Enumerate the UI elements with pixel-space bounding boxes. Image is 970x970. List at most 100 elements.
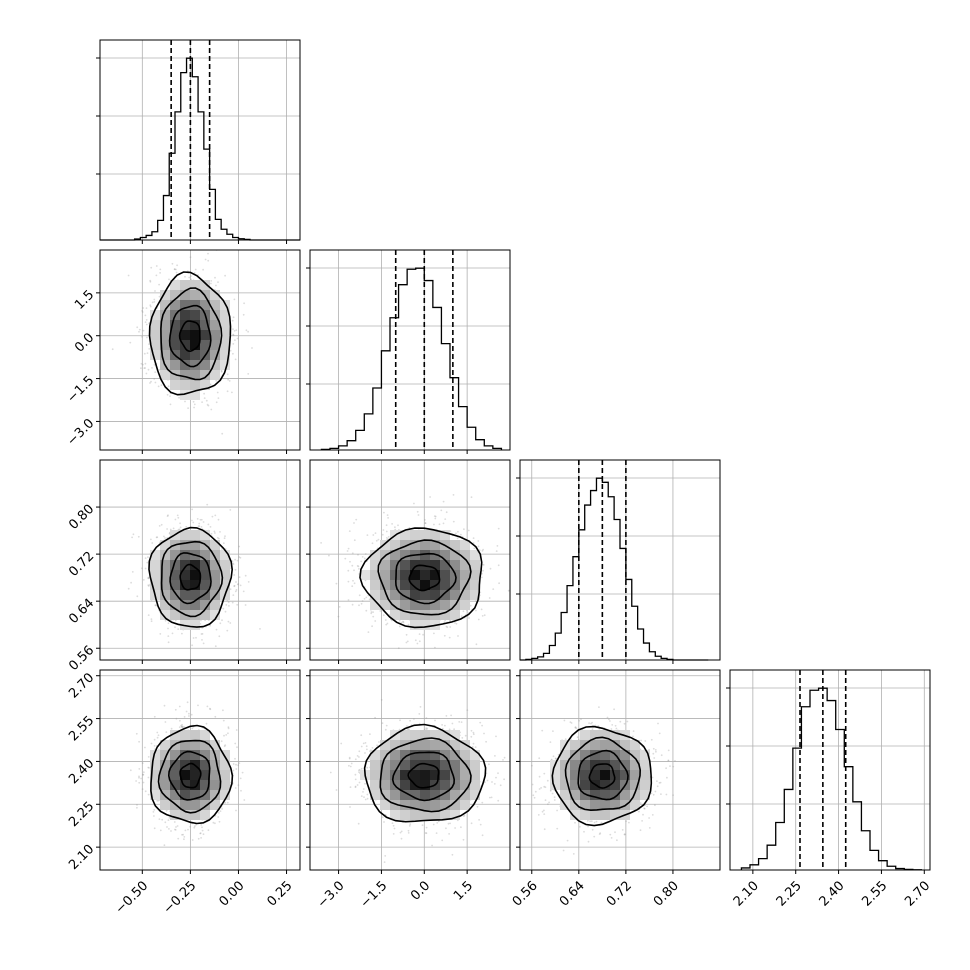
density-cell [600,760,610,770]
sample-point [159,268,162,271]
sample-point [195,823,197,826]
sample-point [151,301,154,304]
density-cell [170,730,180,740]
density-cell [190,610,200,620]
sample-point [466,709,469,711]
sample-point [200,633,203,635]
density-cell [380,800,390,810]
density-cell [420,620,430,630]
sample-point [435,832,438,834]
sample-point [145,319,148,321]
density-cell [190,600,200,610]
density-cell [190,800,200,810]
density-cell [420,560,430,570]
sample-point [166,515,169,517]
density-cell [380,600,390,610]
density-cell [370,760,380,770]
sample-point [549,790,552,792]
sample-point [184,400,186,403]
density-cell [170,550,180,560]
sample-point [451,853,454,856]
sample-point [379,610,382,612]
density-cell [470,770,480,780]
density-cell [470,560,480,570]
density-cell [400,530,410,540]
sample-point [224,801,227,804]
sample-point [197,525,200,527]
density-cell [180,360,190,370]
sample-point [387,517,389,519]
density-cell [580,770,590,780]
y-tick-label-p2-3: 0.80 [66,502,97,533]
scatter-panel-p1-p3 [306,669,511,874]
sample-point [641,820,643,822]
sample-point [360,795,363,797]
sample-point [564,738,567,740]
sample-point [370,611,373,613]
sample-point [643,807,646,810]
sample-point [660,754,663,757]
sample-point [234,339,236,341]
sample-point [593,821,596,824]
sample-point [147,368,150,371]
density-cell [180,380,190,390]
sample-point [218,635,221,638]
density-cell [440,730,450,740]
density-cell [170,340,180,350]
density-cell [190,810,200,820]
density-cell [220,550,230,560]
sample-point [147,756,150,758]
sample-point [563,719,566,722]
sample-point [364,752,366,754]
sample-point [236,603,239,606]
sample-point [174,828,176,831]
sample-point [240,789,242,792]
sample-point [657,722,659,725]
sample-point [227,601,230,604]
x-tick-label-p3-1: 2.25 [774,878,805,909]
sample-point [178,396,181,399]
panel-content [520,670,720,870]
sample-point [181,726,184,729]
density-cell [160,300,170,310]
density-cell [160,610,170,620]
sample-point [452,494,455,496]
density-cell [170,590,180,600]
sample-point [232,763,235,765]
sample-point [153,738,156,741]
sample-point [470,822,473,825]
sample-point [543,828,546,831]
density-cell [220,780,230,790]
sample-point [470,735,473,738]
sample-point [361,600,364,602]
sample-point [351,603,354,606]
sample-point [460,533,462,536]
sample-point [236,337,239,340]
contour-1 [167,750,211,801]
sample-point [408,825,411,827]
contour-0 [407,762,440,789]
density-cell [180,770,190,780]
density-cell [150,330,160,340]
scatter-panel-p0-p3: 2.10 2.25 2.40 2.55 2.70 [66,669,301,874]
density-cell [180,600,190,610]
sample-point [218,820,221,823]
sample-point [217,281,219,283]
sample-point [496,545,499,547]
sample-point [425,826,428,829]
sample-point [144,567,147,570]
sample-point [655,750,657,753]
density-cell [180,310,190,320]
density-cell [460,750,470,760]
density-cell [210,770,220,780]
sample-point [446,626,449,629]
density-cell [220,750,230,760]
density-cell [430,570,440,580]
density-cell [210,580,220,590]
density-cell [590,770,600,780]
density-cell [410,790,420,800]
sample-point [201,829,204,832]
sample-point [481,615,484,617]
density-cell [420,780,430,790]
density-cell [170,790,180,800]
